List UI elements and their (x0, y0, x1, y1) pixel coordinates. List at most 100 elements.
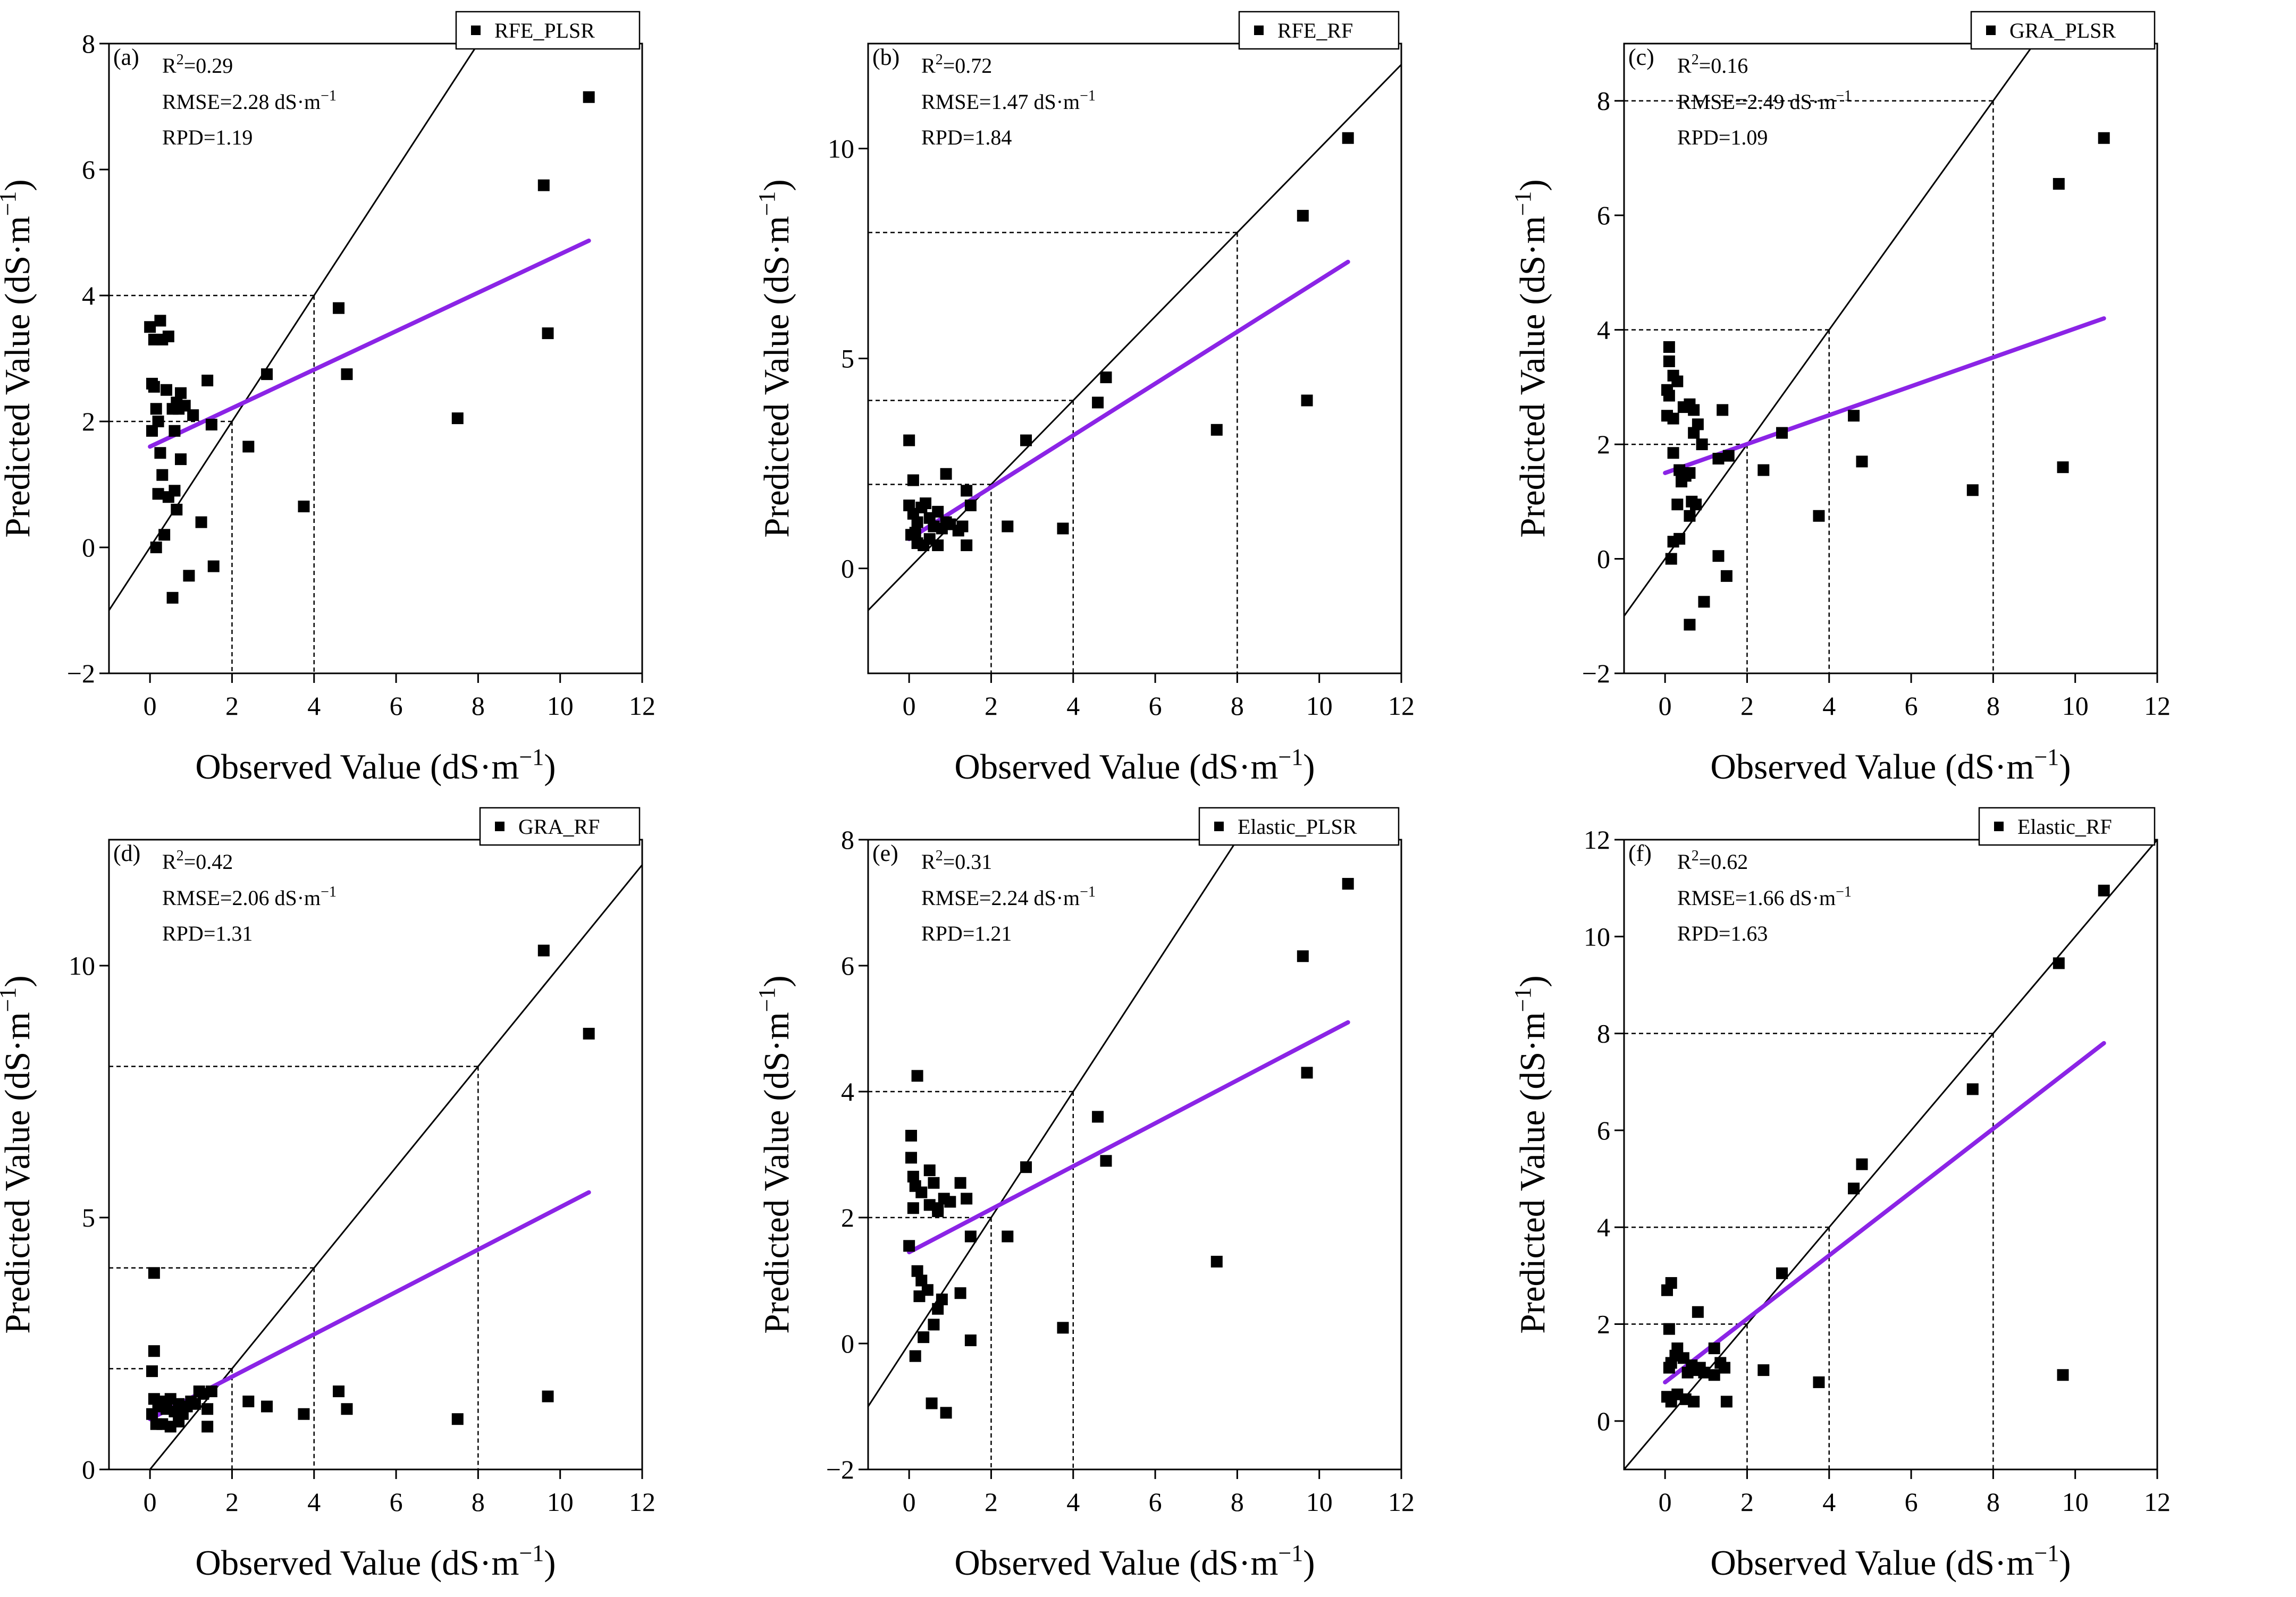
data-point (1663, 1362, 1675, 1374)
x-tick-label: 12 (629, 1487, 655, 1517)
data-point (964, 1334, 977, 1347)
data-point (173, 1415, 185, 1427)
data-point (1712, 453, 1725, 465)
y-tick-label: 0 (82, 1455, 95, 1484)
data-point (1698, 1366, 1710, 1379)
stat-r2: R2=0.62 (1677, 848, 1748, 874)
x-tick-label: 8 (472, 691, 485, 721)
data-point (1698, 596, 1710, 608)
data-point (909, 527, 921, 539)
data-point (1020, 434, 1032, 446)
data-point (909, 1350, 921, 1362)
y-tick-label: −2 (826, 1455, 854, 1484)
data-point (537, 179, 550, 191)
x-axis-label: Observed Value (dS·m−1) (1710, 1540, 2071, 1583)
data-point (1692, 1306, 1704, 1318)
x-tick-label: 0 (903, 1487, 916, 1517)
panel-letter: (d) (113, 840, 140, 866)
x-tick-label: 6 (1149, 1487, 1162, 1517)
data-point (542, 1390, 554, 1402)
data-point (162, 331, 174, 343)
data-point (1663, 355, 1675, 367)
data-point (1671, 375, 1684, 387)
legend-box (1238, 11, 1400, 50)
x-tick-label: 8 (1987, 691, 2000, 721)
x-tick-label: 10 (2062, 691, 2089, 721)
x-tick-label: 0 (144, 691, 157, 721)
data-point (940, 1407, 952, 1419)
data-point (201, 1421, 214, 1433)
data-point (166, 592, 179, 604)
y-axis-label: Predicted Value (dS·m−1) (754, 179, 796, 538)
x-tick-label: 2 (225, 691, 239, 721)
data-point (905, 1152, 918, 1164)
x-tick-label: 6 (390, 1487, 403, 1517)
legend-box (1970, 11, 2156, 50)
data-point (1671, 1342, 1684, 1355)
x-tick-label: 2 (1740, 1487, 1754, 1517)
data-point (1757, 464, 1770, 476)
y-tick-label: 0 (1597, 544, 1610, 574)
data-point (161, 384, 173, 396)
data-point (915, 1186, 928, 1198)
data-point (1856, 455, 1868, 468)
stat-r2: R2=0.31 (921, 848, 992, 874)
data-point (583, 91, 595, 103)
data-point (907, 474, 919, 486)
data-point (205, 418, 217, 430)
y-tick-label: 8 (1597, 86, 1610, 116)
panel-3: 0 2 4 6 8 10 12 −2 0 2 4 6 8 Observed Value (dS·m−1) P… (1510, 11, 2171, 787)
data-point (1667, 447, 1679, 459)
y-tick-label: 4 (1597, 1212, 1610, 1242)
y-tick-label: 10 (828, 134, 854, 164)
y-tick-label: 4 (82, 281, 95, 310)
plot-frame (108, 839, 643, 1471)
y-tick-label: 2 (841, 1203, 854, 1232)
y-tick-label: 5 (841, 344, 854, 374)
y-tick-label: 0 (82, 533, 95, 562)
data-point (2098, 132, 2110, 144)
data-point (1720, 1396, 1732, 1408)
data-point (964, 500, 977, 511)
panel-6: 0 2 4 6 8 10 12 0 2 4 6 8 10 12 Observed Value (dS·m−1… (1510, 807, 2171, 1583)
data-point (1057, 522, 1069, 535)
data-point (1848, 410, 1860, 422)
legend-label: Elastic_PLSR (1238, 815, 1357, 839)
data-point (156, 469, 169, 481)
stat-rpd: RPD=1.63 (1677, 922, 1768, 945)
legend-box (1198, 807, 1400, 846)
data-point (926, 1397, 938, 1409)
x-axis-label: Observed Value (dS·m−1) (195, 744, 556, 787)
data-point (1301, 394, 1313, 407)
data-point (954, 1177, 966, 1189)
data-point (907, 1202, 919, 1214)
y-tick-label: −2 (67, 658, 95, 688)
plot-frame (108, 43, 643, 674)
data-point (1210, 424, 1223, 436)
data-point (903, 1240, 915, 1252)
y-tick-label: 4 (841, 1077, 854, 1106)
legend-marker (1214, 822, 1224, 831)
data-point (1297, 209, 1309, 222)
data-point (1717, 404, 1729, 416)
legend-marker (495, 822, 504, 831)
x-tick-label: 2 (225, 1487, 239, 1517)
y-axis-label: Predicted Value (dS·m−1) (1510, 179, 1552, 538)
data-point (152, 488, 164, 500)
data-point (936, 1294, 948, 1306)
data-point (932, 1205, 944, 1218)
data-point (1092, 396, 1104, 409)
x-tick-label: 4 (1066, 691, 1080, 721)
legend-marker (471, 26, 481, 35)
x-tick-label: 10 (1306, 691, 1333, 721)
data-point (1690, 498, 1702, 511)
data-point (1848, 1182, 1860, 1195)
data-point (146, 1365, 158, 1378)
data-point (298, 1408, 310, 1420)
data-point (1708, 1342, 1720, 1355)
one-to-one-line (868, 64, 1401, 611)
data-point (1688, 1396, 1700, 1408)
y-tick-label: 0 (841, 1329, 854, 1358)
